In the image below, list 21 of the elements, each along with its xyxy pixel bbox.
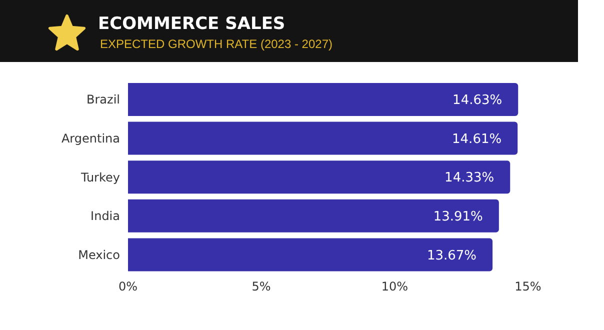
x-tick-label: 5%	[252, 280, 271, 294]
data-label: 14.63%	[452, 93, 502, 108]
y-tick-label: Brazil	[86, 92, 120, 107]
x-tick-label: 0%	[118, 280, 138, 294]
chart-subtitle: EXPECTED GROWTH RATE (2023 - 2027)	[100, 37, 332, 51]
bar	[128, 238, 493, 272]
bar	[128, 160, 510, 194]
x-tick-label: 15%	[514, 280, 542, 294]
x-tick-label: 10%	[381, 280, 408, 294]
y-tick-label: Argentina	[61, 131, 120, 146]
y-tick-label: Turkey	[80, 170, 120, 184]
y-tick-label: India	[90, 209, 120, 224]
bar	[128, 199, 499, 232]
data-label: 14.33%	[444, 170, 494, 186]
y-tick-label: Mexico	[78, 248, 120, 262]
bar	[128, 122, 518, 155]
bar	[128, 83, 518, 116]
data-label: 14.61%	[452, 132, 502, 147]
data-label: 13.91%	[433, 210, 483, 225]
chart-title: ECOMMERCE SALES	[98, 14, 286, 34]
data-label: 13.67%	[426, 248, 477, 264]
